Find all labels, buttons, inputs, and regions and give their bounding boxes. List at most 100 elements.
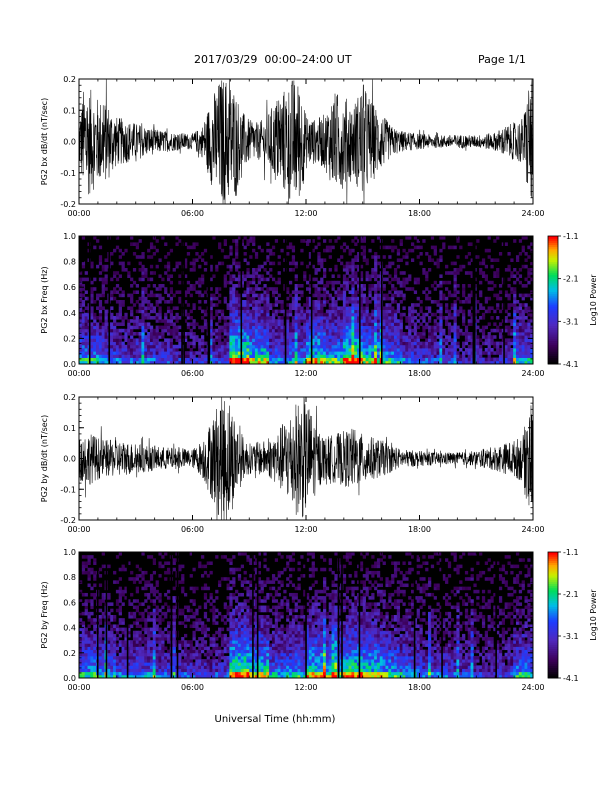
spectrogram-cell <box>513 351 517 355</box>
spectrogram-cell <box>98 277 103 282</box>
spectrogram-cell <box>192 344 196 349</box>
spectrogram-cell <box>195 608 199 613</box>
spectrogram-cell <box>354 258 358 262</box>
spectrogram-cell <box>101 354 105 358</box>
colorbar-segment <box>548 293 558 297</box>
spectrogram-cell <box>314 325 318 330</box>
spectrogram-cell <box>257 300 261 304</box>
spectrogram-cell <box>84 665 88 669</box>
spectrogram-cell <box>357 344 361 349</box>
spectrogram-cell <box>198 357 202 362</box>
spectrogram-cell <box>130 325 134 330</box>
spectrogram-cell <box>229 674 233 679</box>
spectrogram-cell <box>249 236 253 240</box>
spectrogram-cell <box>249 338 253 342</box>
spectrogram-cell <box>189 357 193 362</box>
spectrogram-cell <box>280 351 284 355</box>
spectrogram-cell <box>323 319 327 323</box>
spectrogram-cell <box>144 316 148 320</box>
spectrogram-cell <box>104 316 108 320</box>
spectrogram-cell <box>303 277 307 282</box>
spectrogram-cell <box>237 306 242 310</box>
spectrogram-cell <box>410 319 415 323</box>
spectrogram-cell <box>524 341 528 346</box>
spectrogram-cell <box>132 640 137 644</box>
spectrogram-cell <box>192 354 196 358</box>
spectrogram-cell <box>147 646 151 651</box>
spectrogram-cell <box>135 284 139 288</box>
spectrogram-cell <box>110 312 114 317</box>
spectrogram-cell <box>291 261 296 266</box>
spectrogram-cell <box>413 277 418 282</box>
spectrogram-cell <box>340 360 344 365</box>
spectrogram-cell <box>130 351 134 355</box>
spectrogram-cell <box>232 627 236 632</box>
spectrogram-cell <box>518 332 523 336</box>
spectrogram-cell <box>311 325 315 330</box>
spectrogram-cell <box>90 643 94 647</box>
spectrogram-cell <box>215 608 219 613</box>
spectrogram-cell <box>257 341 261 346</box>
spectrogram-cell <box>138 637 142 641</box>
spectrogram-cell <box>263 319 267 323</box>
spectrogram-cell <box>166 338 171 342</box>
spectrogram-cell <box>388 309 392 314</box>
spectrogram-cell <box>257 277 261 282</box>
spectrogram-cell <box>252 236 256 240</box>
spectrogram-cell <box>149 328 154 333</box>
spectrogram-cell <box>257 322 261 326</box>
spectrogram-cell <box>104 328 108 333</box>
spectrogram-cell <box>155 655 159 660</box>
spectrogram-cell <box>518 303 523 307</box>
spectrogram-cell <box>348 351 352 355</box>
colorbar-segment <box>548 287 558 290</box>
spectrogram-cell <box>359 351 364 355</box>
spectrogram-cell <box>107 665 111 669</box>
spectrogram-cell <box>178 668 182 673</box>
spectrogram-cell <box>203 290 208 294</box>
spectrogram-cell <box>101 655 105 660</box>
spectrogram-cell <box>266 316 270 320</box>
spectrogram-cell <box>476 319 480 323</box>
spectrogram-cell <box>218 341 222 346</box>
spectrogram-cell <box>79 348 83 352</box>
spectrogram-cell <box>90 309 94 314</box>
spectrogram-cell <box>297 351 301 355</box>
spectrogram-cell <box>141 303 145 307</box>
spectrogram-cell <box>161 341 165 346</box>
spectrogram-cell <box>342 351 347 355</box>
spectrogram-cell <box>121 348 125 352</box>
spectrogram-cell <box>152 351 157 355</box>
spectrogram-cell <box>436 316 440 320</box>
spectrogram-cell <box>320 319 324 323</box>
spectrogram-cell <box>513 296 517 301</box>
spectrogram-cell <box>240 354 244 358</box>
spectrogram-cell <box>218 674 222 679</box>
spectrogram-cell <box>263 303 267 307</box>
spectrogram-cell <box>79 309 83 314</box>
spectrogram-cell <box>354 293 358 298</box>
spectrogram-cell <box>118 309 122 314</box>
spectrogram-cell <box>274 344 279 349</box>
spectrogram-cell <box>303 309 307 314</box>
spectrogram-cell <box>130 354 134 358</box>
spectrogram-cell <box>232 239 236 243</box>
spectrogram-cell <box>158 360 162 365</box>
spectrogram-cell <box>215 287 219 291</box>
spectrogram-cell <box>127 319 131 323</box>
spectrogram-cell <box>237 264 242 269</box>
spectrogram-cell <box>439 280 443 285</box>
spectrogram-cell <box>215 668 219 673</box>
spectrogram-cell <box>504 351 508 355</box>
spectrogram-cell <box>124 354 128 358</box>
spectrogram-cell <box>354 280 358 285</box>
spectrogram-cell <box>152 252 157 256</box>
spectrogram-cell <box>101 287 105 291</box>
spectrogram-cell <box>306 287 310 291</box>
spectrogram-cell <box>138 239 142 243</box>
spectrogram-cell <box>439 316 443 320</box>
spectrogram-cell <box>158 637 162 641</box>
spectrogram-cell <box>328 338 332 342</box>
spectrogram-cell <box>252 316 256 320</box>
spectrogram-cell <box>155 662 159 666</box>
